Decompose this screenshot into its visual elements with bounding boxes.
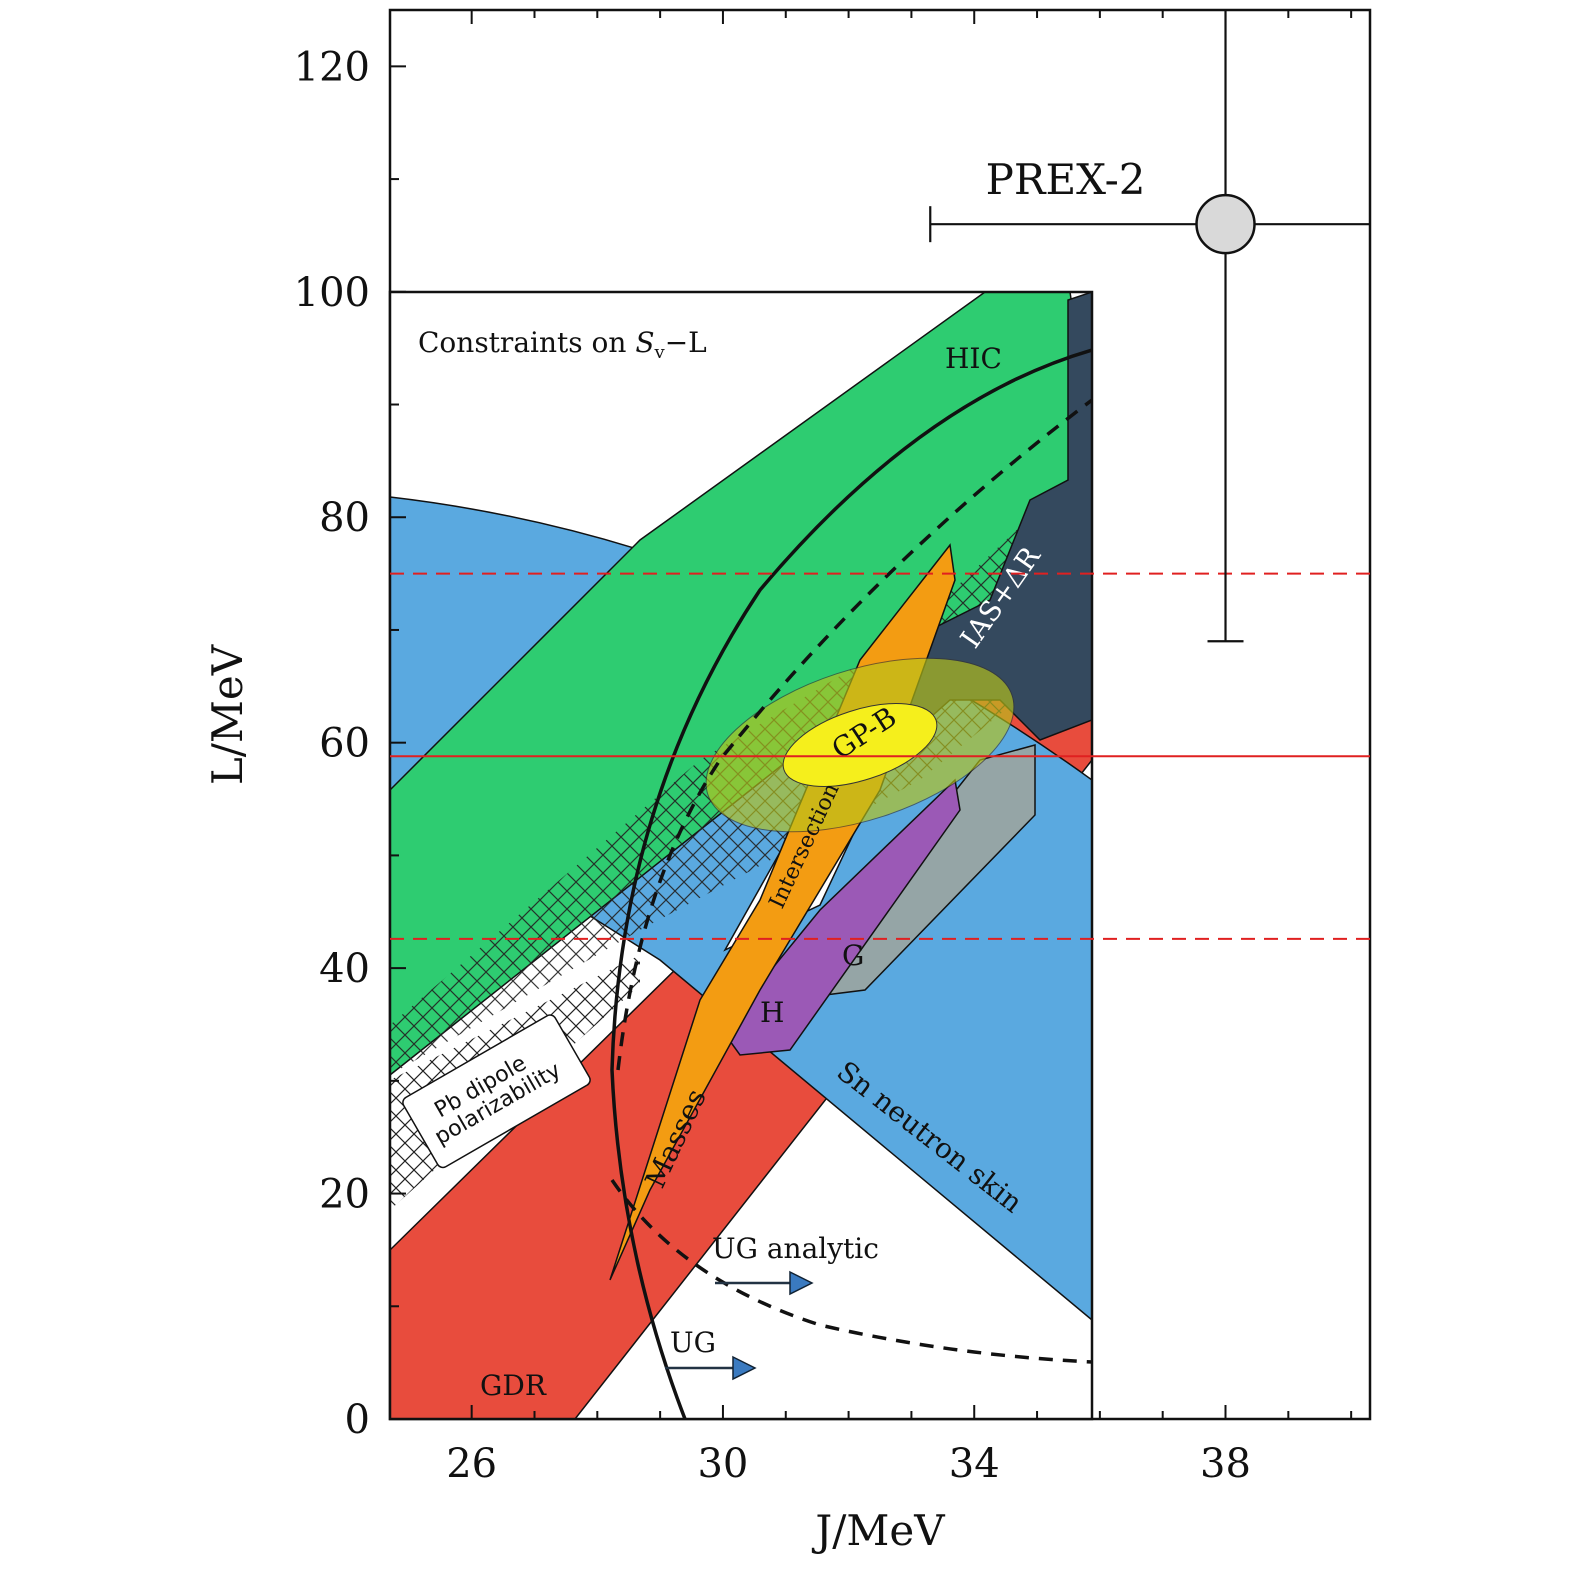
data-point-layer: PREX-2 [929,10,1370,643]
reference-lines [390,572,1370,940]
label-g: G [842,939,864,972]
x-axis-title: J/MeV [811,1506,945,1555]
label-ug-analytic: UG analytic [712,1232,879,1265]
y-tick-label: 100 [294,270,370,316]
x-axis: 26 30 34 38 [446,10,1353,1487]
label-gdr: GDR [480,1369,547,1402]
y-axis-title: L/MeV [203,644,252,785]
y-axis: 0 20 40 60 80 100 120 [294,44,406,1443]
pb-dipole-box [402,1014,591,1169]
x-tick-label: 34 [949,1441,1000,1487]
y-tick-label: 60 [319,721,370,767]
x-tick-label: 26 [446,1441,497,1487]
x-tick-label: 38 [1200,1441,1251,1487]
label-ug: UG [670,1326,716,1359]
gp-b-inner-ellipse [782,703,938,787]
prex2-label: PREX-2 [986,155,1146,204]
inset-title: Constraints on Sv−L [418,326,707,363]
y-tick-label: 0 [345,1397,370,1443]
y-tick-label: 20 [319,1172,370,1218]
ug-analytic-arrow-head [789,1270,814,1296]
label-h: H [760,996,784,1029]
prex2-marker [1195,193,1256,255]
y-tick-label: 120 [294,44,370,90]
ug-arrow-head [732,1355,757,1381]
ug-curve [610,348,1092,1419]
ug-analytic-curve [616,398,1092,1071]
y-tick-label: 80 [319,495,370,541]
ug-analytic-lower-curve [610,1179,1092,1364]
inset-figure [390,292,1092,1419]
label-hic: HIC [945,342,1002,375]
h-region [721,778,961,1056]
x-tick-label: 30 [697,1441,748,1487]
y-tick-label: 40 [319,946,370,992]
